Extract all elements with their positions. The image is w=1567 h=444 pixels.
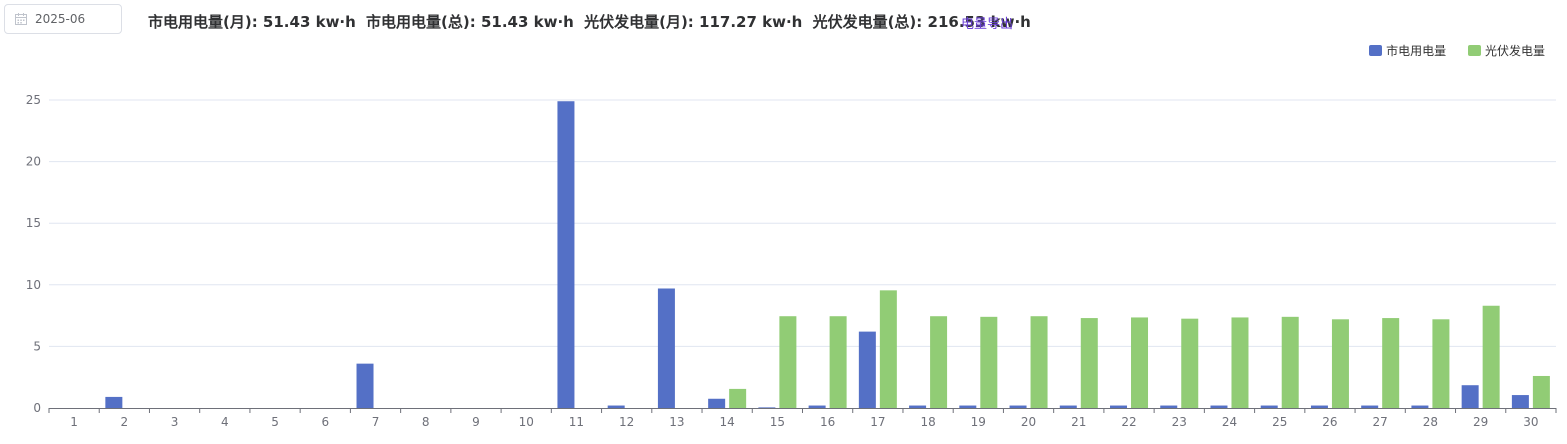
x-tick-label: 16 [820,415,835,429]
grid-power-bar [1310,405,1328,408]
solar-power-bar [1030,316,1048,408]
toolbar: 2025-06 市电用电量(月): 51.43 kw·h 市电用电量(总): 5… [0,0,1567,40]
x-tick-label: 24 [1222,415,1237,429]
grid-total-stat: 市电用电量(总): 51.43 kw·h [366,13,574,31]
month-value: 2025-06 [35,12,86,26]
solar-power-bar [1181,318,1199,408]
grid-power-bar [1260,405,1278,408]
x-tick-label: 28 [1423,415,1438,429]
grid-power-bar [858,331,876,408]
x-tick-label: 20 [1021,415,1036,429]
grid-power-bar [1160,405,1178,408]
x-tick-label: 22 [1121,415,1136,429]
x-tick-label: 25 [1272,415,1287,429]
x-tick-label: 30 [1523,415,1538,429]
x-tick-label: 27 [1373,415,1388,429]
export-button[interactable]: 电量导出 [961,17,1014,32]
grid-power-bar [1210,405,1228,408]
grid-power-bar [1361,405,1379,408]
x-tick-label: 5 [271,415,279,429]
grid-power-bar [808,405,826,408]
grid-power-bar [557,101,575,409]
x-tick-label: 8 [422,415,430,429]
month-picker[interactable]: 2025-06 [4,4,122,34]
grid-power-bar [909,405,927,408]
x-tick-label: 19 [971,415,986,429]
legend-label-grid: 市电用电量 [1386,44,1447,58]
solar-total-stat: 光伏发电量(总): 216.53 kw·h [812,13,1031,31]
legend-swatch-solar [1467,45,1481,56]
y-tick-label: 20 [26,155,41,169]
energy-stats: 市电用电量(月): 51.43 kw·h 市电用电量(总): 51.43 kw·… [148,11,1036,32]
chart-legend: 市电用电量 光伏发电量 [1351,42,1545,59]
y-tick-label: 10 [26,278,41,292]
solar-power-bar [1532,375,1550,408]
grid-power-bar [356,363,374,408]
y-tick-label: 15 [26,216,41,230]
solar-power-bar [930,316,948,408]
x-tick-label: 18 [920,415,935,429]
grid-power-bar [959,405,977,408]
legend-item-solar[interactable]: 光伏发电量 [1467,42,1545,59]
x-tick-label: 14 [720,415,735,429]
x-tick-label: 4 [221,415,229,429]
grid-power-bar [1461,385,1479,408]
y-tick-label: 5 [33,339,41,353]
x-tick-label: 1 [70,415,78,429]
x-tick-label: 12 [619,415,634,429]
x-tick-label: 3 [171,415,179,429]
solar-power-bar [1382,318,1400,408]
x-tick-label: 11 [569,415,584,429]
grid-power-bar [1511,395,1529,408]
x-tick-label: 29 [1473,415,1488,429]
x-tick-label: 17 [870,415,885,429]
x-tick-label: 23 [1172,415,1187,429]
x-tick-label: 26 [1322,415,1337,429]
solar-power-bar [1080,318,1098,408]
grid-power-bar [105,396,123,408]
solar-power-bar [1482,305,1500,408]
grid-power-bar [1009,405,1027,408]
legend-label-solar: 光伏发电量 [1484,44,1545,58]
legend-item-grid[interactable]: 市电用电量 [1369,42,1446,59]
x-tick-label: 2 [121,415,129,429]
solar-power-bar [729,388,747,408]
grid-monthly-stat: 市电用电量(月): 51.43 kw·h [148,13,356,31]
x-tick-label: 10 [519,415,534,429]
solar-power-bar [1131,317,1149,408]
grid-power-bar [1059,405,1077,408]
grid-power-bar [758,407,776,408]
solar-power-bar [879,290,897,408]
x-tick-label: 6 [321,415,329,429]
y-tick-label: 25 [26,93,41,107]
x-tick-label: 21 [1071,415,1086,429]
solar-power-bar [1231,317,1249,408]
solar-monthly-stat: 光伏发电量(月): 117.27 kw·h [584,13,803,31]
solar-power-bar [829,316,847,408]
grid-power-bar [1411,405,1429,408]
x-tick-label: 7 [372,415,380,429]
solar-power-bar [980,316,998,408]
solar-power-bar [1281,316,1299,408]
grid-power-bar [708,398,726,408]
x-tick-label: 9 [472,415,480,429]
solar-power-bar [1331,319,1349,408]
calendar-icon [15,13,27,25]
y-tick-label: 0 [33,401,41,415]
solar-power-bar [779,316,797,408]
x-tick-label: 13 [669,415,684,429]
grid-power-bar [1110,405,1128,408]
x-tick-label: 15 [770,415,785,429]
legend-swatch-grid [1369,45,1383,56]
grid-power-bar [657,288,675,408]
grid-power-bar [607,405,625,408]
solar-power-bar [1432,319,1450,408]
